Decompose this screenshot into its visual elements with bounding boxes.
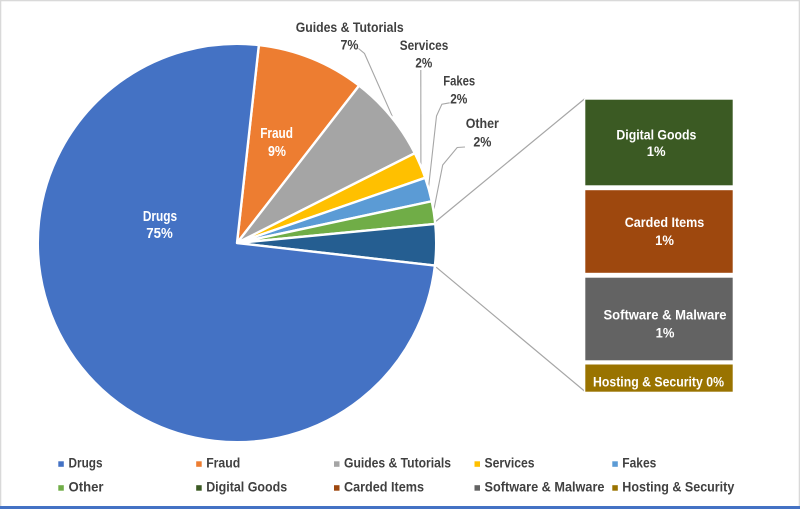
svg-text:Guides & Tutorials: Guides & Tutorials (296, 20, 404, 36)
svg-text:Drugs: Drugs (143, 209, 177, 225)
svg-text:Carded Items: Carded Items (344, 479, 424, 494)
svg-text:Other: Other (69, 479, 105, 494)
svg-text:Software & Malware: Software & Malware (604, 307, 727, 323)
svg-text:Carded Items: Carded Items (625, 214, 705, 230)
svg-text:Hosting & Security 0%: Hosting & Security 0% (593, 373, 724, 389)
svg-text:Fakes: Fakes (443, 74, 475, 90)
svg-text:Digital Goods: Digital Goods (206, 479, 287, 494)
svg-text:Services: Services (485, 455, 535, 470)
svg-text:9%: 9% (268, 144, 286, 160)
svg-text:Services: Services (400, 38, 449, 54)
svg-text:Fraud: Fraud (260, 126, 293, 142)
svg-text:2%: 2% (415, 56, 432, 72)
svg-text:Software & Malware: Software & Malware (485, 479, 605, 494)
svg-text:7%: 7% (341, 37, 359, 53)
svg-text:2%: 2% (473, 134, 491, 150)
svg-text:1%: 1% (647, 143, 666, 159)
svg-text:Guides & Tutorials: Guides & Tutorials (344, 455, 451, 470)
svg-text:2%: 2% (450, 91, 468, 107)
svg-text:Hosting & Security: Hosting & Security (622, 479, 735, 494)
svg-text:Fraud: Fraud (206, 455, 240, 470)
svg-text:Other: Other (466, 116, 500, 132)
svg-text:1%: 1% (655, 232, 674, 248)
svg-text:Drugs: Drugs (69, 455, 103, 470)
svg-text:Fakes: Fakes (622, 455, 656, 470)
svg-text:Digital Goods: Digital Goods (616, 127, 696, 143)
svg-text:75%: 75% (146, 226, 173, 242)
svg-text:1%: 1% (656, 325, 675, 341)
